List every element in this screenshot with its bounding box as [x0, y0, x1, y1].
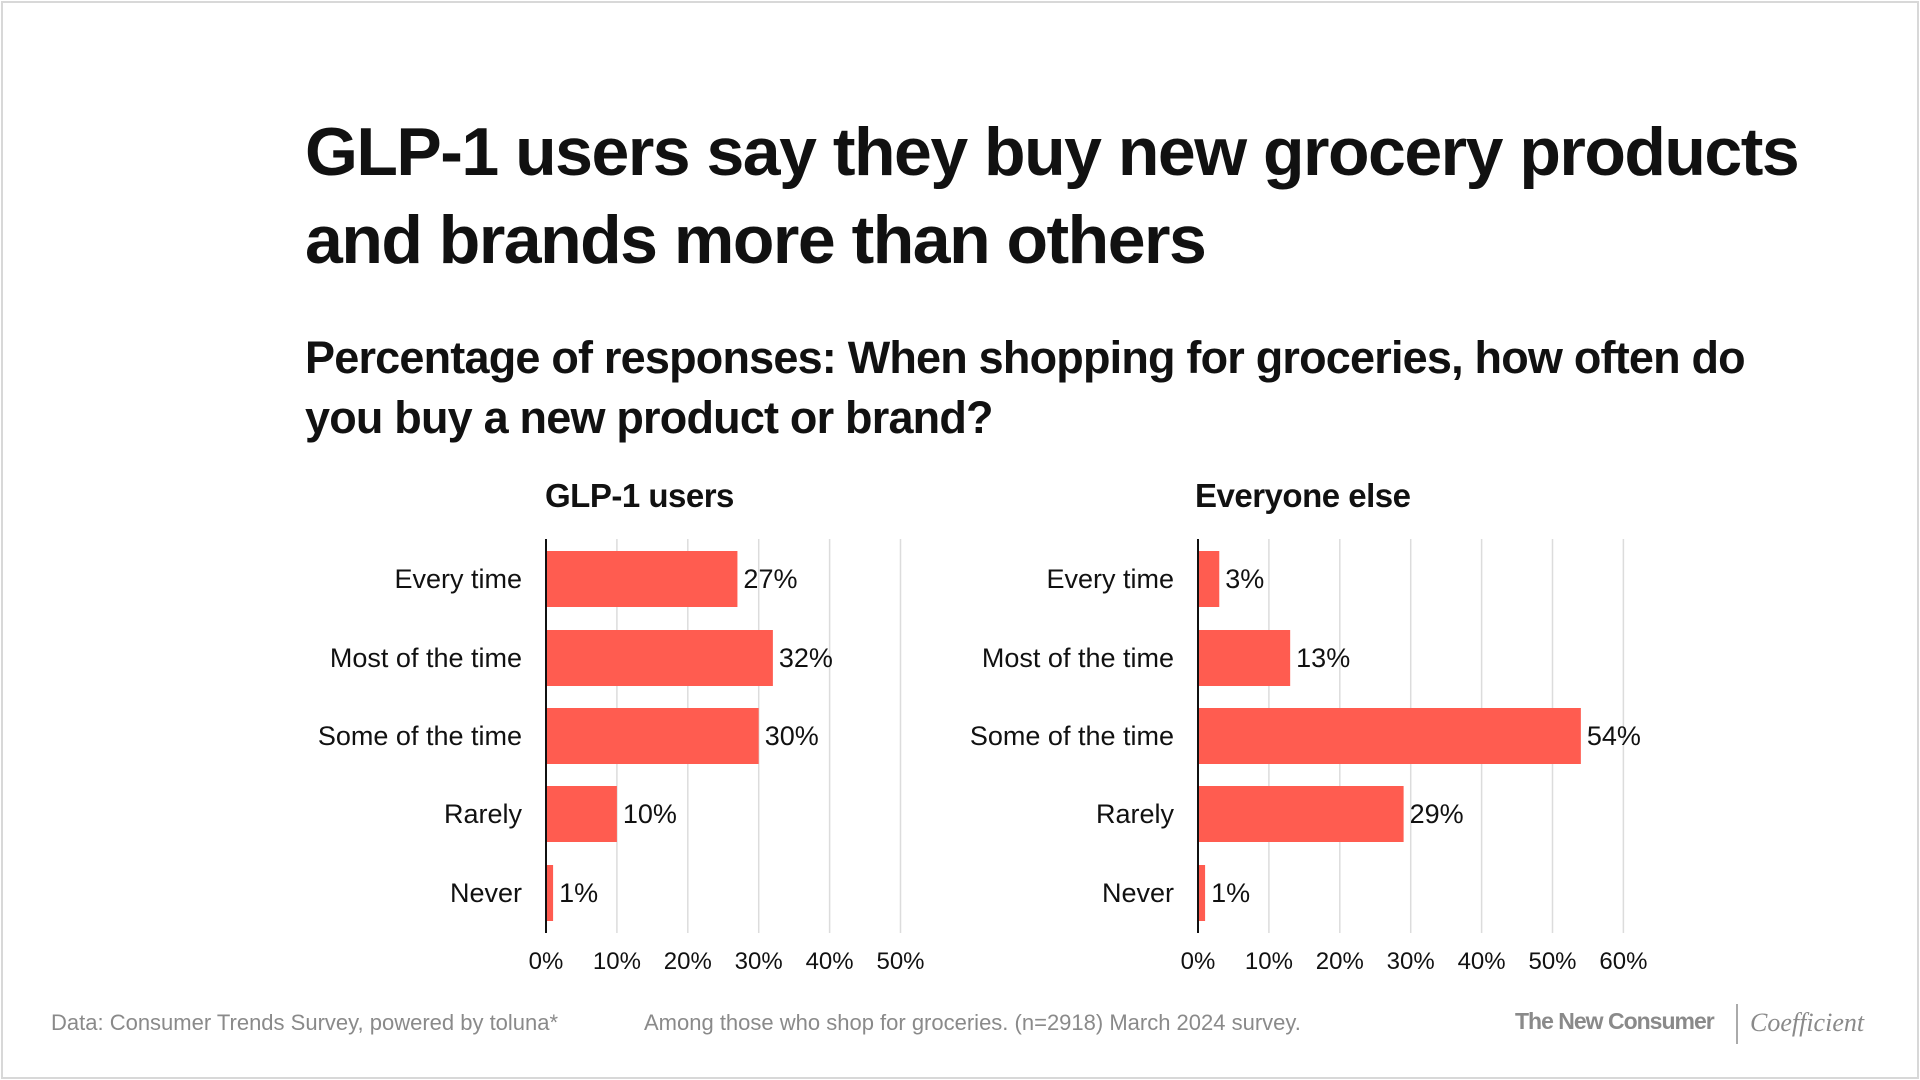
tick-label: 10%	[593, 948, 641, 975]
chart-title: GLP-1 users say they buy new grocery pro…	[305, 114, 1800, 278]
tick-label: 30%	[1387, 948, 1435, 975]
tick-label: 10%	[1245, 948, 1293, 975]
bar	[546, 551, 738, 607]
data-label: 10%	[623, 799, 677, 829]
data-label: 1%	[1211, 878, 1250, 908]
panel-title-everyone-else: Everyone else	[1195, 477, 1411, 514]
category-label: Rarely	[1096, 799, 1175, 829]
category-label: Some of the time	[318, 721, 522, 751]
footer-note: Among those who shop for groceries. (n=2…	[644, 1010, 1301, 1035]
panel-title-glp1: GLP-1 users	[545, 477, 734, 514]
tick-label: 40%	[806, 948, 854, 975]
tick-label: 20%	[1316, 948, 1364, 975]
tick-label: 0%	[529, 948, 564, 975]
tick-label: 0%	[1181, 948, 1216, 975]
data-label: 27%	[743, 564, 797, 594]
bar	[546, 786, 617, 842]
brand-divider	[1736, 1004, 1738, 1044]
tick-label: 30%	[735, 948, 783, 975]
category-label: Most of the time	[982, 643, 1174, 673]
category-label: Never	[450, 878, 522, 908]
bar	[1198, 630, 1291, 686]
brand-the-new-consumer: The New Consumer	[1515, 1008, 1715, 1034]
footer-source: Data: Consumer Trends Survey, powered by…	[51, 1010, 559, 1035]
bar	[1198, 786, 1404, 842]
bar	[546, 708, 759, 764]
tick-label: 20%	[664, 948, 712, 975]
bar	[546, 865, 554, 921]
data-label: 13%	[1296, 643, 1350, 673]
bar	[1198, 708, 1581, 764]
category-label: Rarely	[444, 799, 523, 829]
data-label: 1%	[559, 878, 598, 908]
data-label: 54%	[1587, 721, 1641, 751]
tick-label: 50%	[876, 948, 924, 975]
tick-label: 40%	[1458, 948, 1506, 975]
bar	[546, 630, 773, 686]
brand-coefficient: Coefficient	[1750, 1008, 1865, 1037]
chart-subtitle: Percentage of responses: When shopping f…	[305, 332, 1746, 443]
category-label: Most of the time	[330, 643, 522, 673]
data-label: 3%	[1225, 564, 1264, 594]
data-label: 30%	[765, 721, 819, 751]
category-label: Never	[1102, 878, 1174, 908]
data-label: 32%	[779, 643, 833, 673]
data-label: 29%	[1410, 799, 1464, 829]
tick-label: 50%	[1528, 948, 1576, 975]
category-label: Some of the time	[970, 721, 1174, 751]
bar	[1198, 865, 1206, 921]
tick-label: 60%	[1599, 948, 1647, 975]
category-label: Every time	[1046, 564, 1174, 594]
category-label: Every time	[394, 564, 522, 594]
bar	[1198, 551, 1220, 607]
